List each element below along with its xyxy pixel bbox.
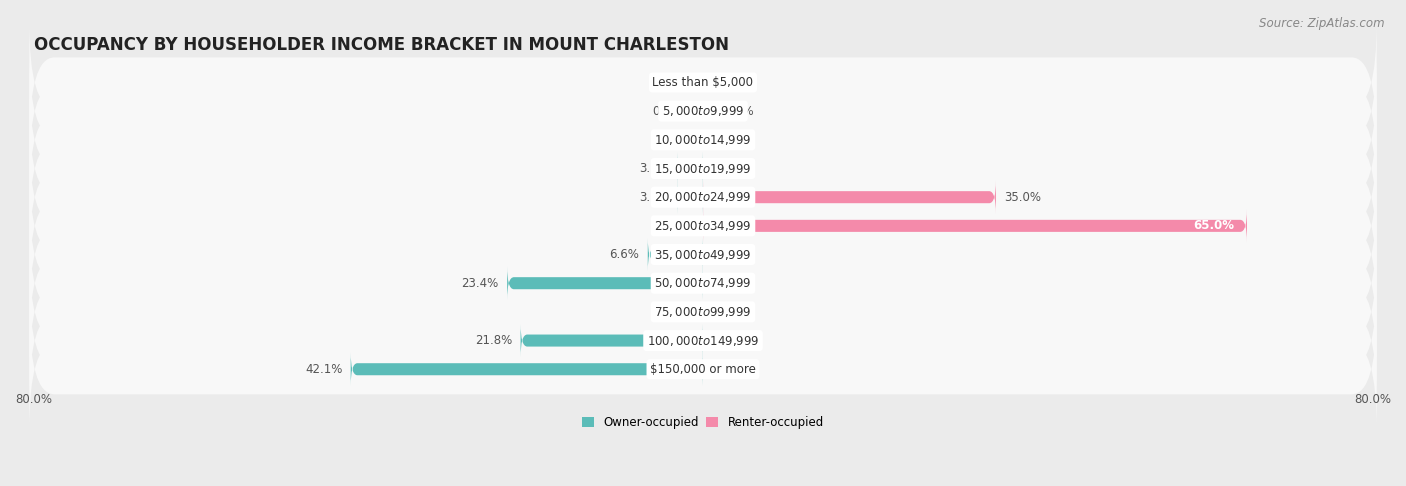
Text: 0.0%: 0.0% xyxy=(652,104,682,118)
Text: 3.1%: 3.1% xyxy=(638,162,669,175)
FancyBboxPatch shape xyxy=(703,180,995,214)
FancyBboxPatch shape xyxy=(508,266,703,300)
Text: 3.1%: 3.1% xyxy=(638,191,669,204)
Text: 0.0%: 0.0% xyxy=(724,133,754,146)
Text: $5,000 to $9,999: $5,000 to $9,999 xyxy=(662,104,744,118)
Text: $35,000 to $49,999: $35,000 to $49,999 xyxy=(654,247,752,261)
Text: OCCUPANCY BY HOUSEHOLDER INCOME BRACKET IN MOUNT CHARLESTON: OCCUPANCY BY HOUSEHOLDER INCOME BRACKET … xyxy=(34,36,728,54)
Text: 21.8%: 21.8% xyxy=(475,334,512,347)
Text: $15,000 to $19,999: $15,000 to $19,999 xyxy=(654,161,752,175)
Text: 0.0%: 0.0% xyxy=(652,133,682,146)
FancyBboxPatch shape xyxy=(350,352,703,386)
FancyBboxPatch shape xyxy=(648,238,703,272)
Text: $20,000 to $24,999: $20,000 to $24,999 xyxy=(654,190,752,204)
Text: 0.0%: 0.0% xyxy=(652,219,682,232)
FancyBboxPatch shape xyxy=(30,21,1376,143)
FancyBboxPatch shape xyxy=(30,107,1376,229)
Text: $25,000 to $34,999: $25,000 to $34,999 xyxy=(654,219,752,233)
FancyBboxPatch shape xyxy=(678,180,703,214)
Text: $50,000 to $74,999: $50,000 to $74,999 xyxy=(654,276,752,290)
Text: 35.0%: 35.0% xyxy=(1004,191,1042,204)
FancyBboxPatch shape xyxy=(30,136,1376,258)
Text: 0.0%: 0.0% xyxy=(724,277,754,290)
Text: 0.0%: 0.0% xyxy=(724,76,754,89)
Text: $10,000 to $14,999: $10,000 to $14,999 xyxy=(654,133,752,147)
Text: Source: ZipAtlas.com: Source: ZipAtlas.com xyxy=(1260,17,1385,30)
Text: 0.0%: 0.0% xyxy=(724,334,754,347)
FancyBboxPatch shape xyxy=(30,251,1376,373)
Text: 6.6%: 6.6% xyxy=(610,248,640,261)
Text: 0.0%: 0.0% xyxy=(724,363,754,376)
Text: 0.0%: 0.0% xyxy=(724,104,754,118)
FancyBboxPatch shape xyxy=(30,193,1376,315)
FancyBboxPatch shape xyxy=(30,308,1376,430)
Text: $100,000 to $149,999: $100,000 to $149,999 xyxy=(647,333,759,347)
Text: 0.0%: 0.0% xyxy=(652,76,682,89)
FancyBboxPatch shape xyxy=(678,152,703,186)
FancyBboxPatch shape xyxy=(520,324,703,358)
Text: 0.0%: 0.0% xyxy=(652,305,682,318)
Legend: Owner-occupied, Renter-occupied: Owner-occupied, Renter-occupied xyxy=(578,411,828,434)
Text: $150,000 or more: $150,000 or more xyxy=(650,363,756,376)
Text: Less than $5,000: Less than $5,000 xyxy=(652,76,754,89)
Text: 65.0%: 65.0% xyxy=(1194,219,1234,232)
FancyBboxPatch shape xyxy=(703,209,1247,243)
Text: 23.4%: 23.4% xyxy=(461,277,499,290)
Text: $75,000 to $99,999: $75,000 to $99,999 xyxy=(654,305,752,319)
Text: 42.1%: 42.1% xyxy=(305,363,342,376)
Text: 0.0%: 0.0% xyxy=(724,162,754,175)
FancyBboxPatch shape xyxy=(30,79,1376,201)
Text: 0.0%: 0.0% xyxy=(724,305,754,318)
FancyBboxPatch shape xyxy=(30,50,1376,172)
Text: 0.0%: 0.0% xyxy=(724,248,754,261)
FancyBboxPatch shape xyxy=(30,165,1376,287)
FancyBboxPatch shape xyxy=(30,222,1376,344)
FancyBboxPatch shape xyxy=(30,279,1376,401)
